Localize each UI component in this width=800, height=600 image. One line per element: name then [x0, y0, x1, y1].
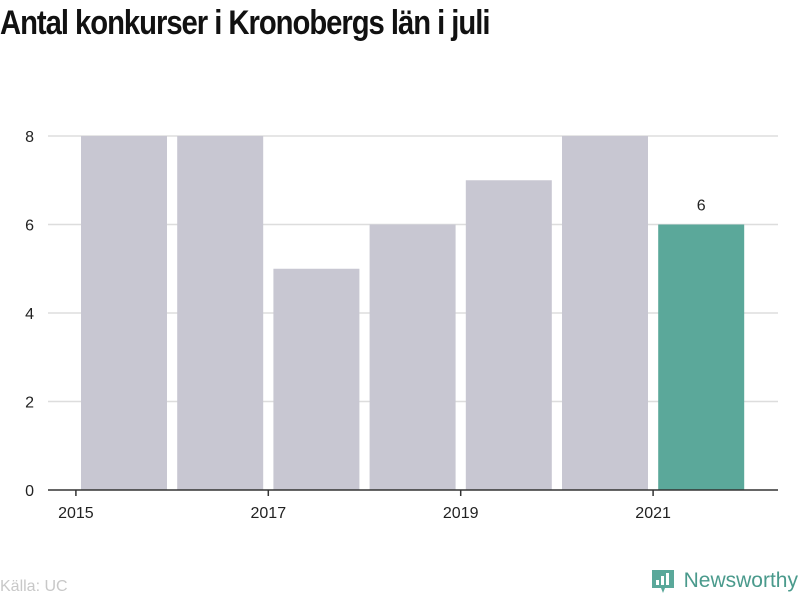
y-tick-label: 8	[25, 129, 34, 146]
bar	[658, 224, 745, 490]
bars	[81, 136, 745, 490]
bar	[369, 224, 456, 490]
y-tick-label: 4	[25, 306, 34, 323]
data-label: 6	[697, 198, 706, 215]
brand: Newsworthy	[650, 568, 798, 594]
bar	[465, 180, 552, 490]
bar-chart: 0 2 4 6 8 6 2015 2017 2019 2021	[25, 129, 778, 522]
bar	[562, 136, 648, 490]
x-tick-label: 2021	[635, 505, 671, 522]
y-tick-label: 6	[25, 218, 34, 235]
axes	[48, 489, 778, 496]
source-note: Källa: UC	[0, 578, 68, 595]
x-tick-label: 2015	[58, 505, 94, 522]
labels: 0 2 4 6 8 6 2015 2017 2019 2021	[25, 129, 706, 522]
y-tick-label: 2	[25, 395, 34, 412]
x-tick-label: 2019	[443, 505, 479, 522]
newsworthy-logo-icon	[651, 570, 674, 593]
brand-name: Newsworthy	[683, 569, 798, 592]
bar	[81, 136, 167, 490]
x-tick-label: 2017	[251, 505, 287, 522]
bar	[273, 268, 360, 490]
bar	[177, 136, 264, 490]
y-tick-label: 0	[25, 483, 34, 500]
chart-title: Antal konkurser i Kronobergs län i juli	[0, 4, 490, 42]
